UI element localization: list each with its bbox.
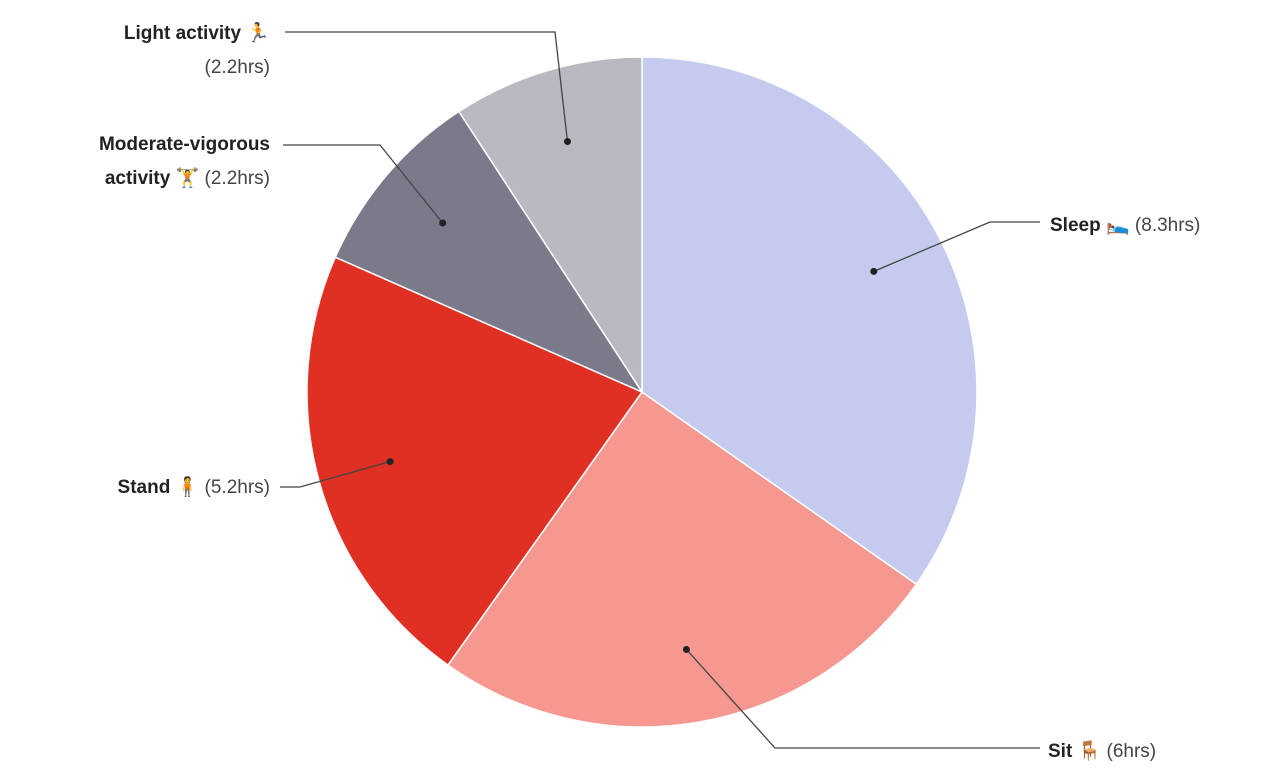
- slice-label: Moderate-vigorous activity 🏋 (2.2hrs): [55, 128, 270, 196]
- leader-dot: [870, 267, 878, 275]
- leader-dot: [682, 645, 690, 653]
- leader-line: [285, 31, 569, 142]
- slice-name: Moderate-vigorous activity 🏋: [98, 134, 270, 189]
- slice-value-label: (8.3hrs): [1134, 215, 1201, 236]
- slice-value-label: (5.2hrs): [204, 477, 270, 498]
- pie-slice: [641, 56, 978, 586]
- slice-name: Sit 🪑: [1048, 741, 1102, 762]
- slice-label: Sleep 🛌 (8.3hrs): [1050, 209, 1200, 243]
- leader-line: [280, 460, 391, 488]
- pie-slice: [334, 110, 645, 394]
- leader-line: [873, 221, 1040, 272]
- leader-dot: [386, 458, 394, 466]
- slice-name: Light activity 🏃: [123, 23, 270, 44]
- slice-name: Stand 🧍: [117, 477, 200, 498]
- leader-line: [685, 649, 1040, 749]
- slice-value-label: (2.2hrs): [204, 57, 270, 78]
- slice-name: Sleep 🛌: [1050, 215, 1130, 236]
- pie-slice: [446, 390, 918, 728]
- slice-value-label: (6hrs): [1106, 741, 1157, 762]
- slice-label: Stand 🧍 (5.2hrs): [55, 471, 270, 505]
- slice-value-label: (2.2hrs): [204, 168, 270, 189]
- slice-label: Light activity 🏃 (2.2hrs): [55, 17, 270, 85]
- leader-dot: [563, 138, 571, 146]
- leader-line: [283, 144, 444, 224]
- slice-label: Sit 🪑 (6hrs): [1048, 735, 1156, 769]
- pie-slice: [457, 56, 643, 395]
- leader-dot: [439, 219, 447, 227]
